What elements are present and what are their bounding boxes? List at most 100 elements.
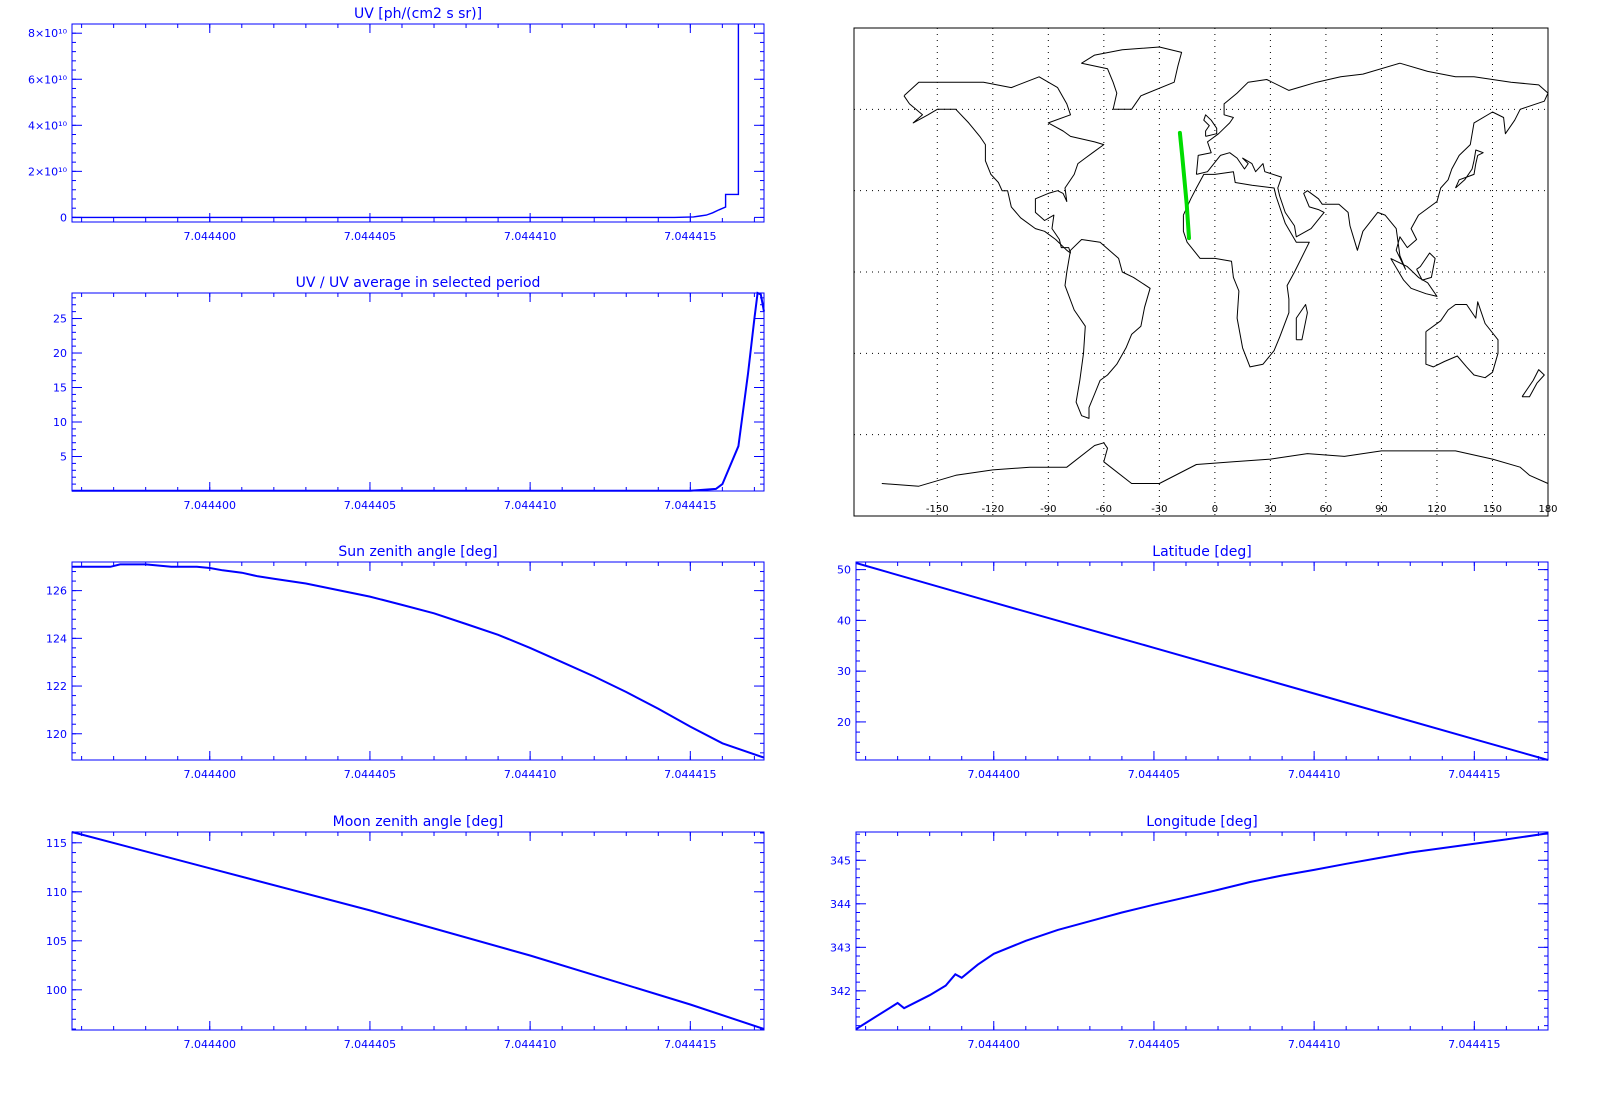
coastline-borneo [1416,252,1436,281]
ratio-series-line [72,291,765,492]
lat-y-tick-label: 30 [837,665,851,678]
lon-x-tick-label: 7.044415 [1448,1038,1501,1051]
map-lon-label: 30 [1264,504,1277,515]
map-lon-label: 0 [1212,504,1218,515]
coastline-africa [1182,171,1310,368]
map-lon-label: 180 [1538,504,1557,515]
satellite-track [1177,130,1191,241]
uv-y-tick-label: 2×10¹⁰ [28,165,68,178]
sza-y-tick-label: 122 [46,680,67,693]
sun-zenith-title: Sun zenith angle [deg] [338,544,497,560]
uv-y-tick-label: 4×10¹⁰ [28,119,68,132]
coastline-australia [1425,301,1499,379]
sza-y-tick-label: 126 [46,585,67,598]
ratio-y-tick-label: 15 [53,382,67,395]
latitude-title: Latitude [deg] [1152,544,1251,560]
moon-zenith-panel: Moon zenith angle [deg] 7.044400 7.044405… [46,814,765,1051]
lon-y-tick-label: 344 [830,898,851,911]
coastline-indonesia [1390,257,1438,297]
map-lon-label: -30 [1151,504,1167,515]
lat-y-tick-label: 40 [837,614,851,627]
coastline-south-america [1064,239,1151,419]
lat-series-line [855,562,1549,761]
coastline-greenland [1081,46,1183,110]
uv-x-tick-label: 7.044410 [504,230,557,243]
coastline-madagascar [1295,304,1308,341]
uv-title: UV [ph/(cm2 s sr)] [354,6,482,22]
sza-y-tick-label: 120 [46,728,67,741]
map-lon-label: -60 [1096,504,1112,515]
uv-ratio-title: UV / UV average in selected period [296,275,541,291]
ratio-y-tick-label: 25 [53,313,67,326]
coastline-north-america [903,76,1105,254]
map-lon-label: -150 [926,504,949,515]
sza-x-tick-label: 7.044415 [664,768,717,781]
world-map-panel: -150 -120 -90 -60 -30 0 30 60 90 120 150 180 [853,27,1558,517]
lon-y-tick-label: 342 [830,985,851,998]
uv-panel: UV [ph/(cm2 s sr)] 7.044400 7.044405 7.044… [28,6,765,243]
uv-y-tick-label: 0 [60,211,67,224]
latitude-panel: Latitude [deg] 7.044400 7.044405 7.044410 7… [837,544,1549,781]
sza-x-tick-label: 7.044405 [344,768,397,781]
uv-y-tick-label: 6×10¹⁰ [28,73,68,86]
map-lon-label: 90 [1375,504,1388,515]
ratio-x-tick-label: 7.044405 [344,499,397,512]
sza-x-tick-label: 7.044410 [504,768,557,781]
sza-x-tick-label: 7.044400 [184,768,237,781]
mza-x-tick-label: 7.044400 [184,1038,237,1051]
map-lon-label: 120 [1427,504,1446,515]
lon-plot-frame [855,831,1549,1031]
mza-x-tick-label: 7.044410 [504,1038,557,1051]
coastline-antarctica [881,442,1549,487]
coastline-new-zealand [1521,369,1545,398]
mza-y-tick-label: 105 [46,935,67,948]
mza-series-line [71,831,765,1030]
longitude-panel: Longitude [deg] 7.044400 7.044405 7.044410… [830,814,1549,1051]
lat-x-tick-label: 7.044405 [1128,768,1181,781]
ratio-y-tick-label: 20 [53,347,67,360]
mza-y-tick-label: 100 [46,984,67,997]
ratio-plot-frame [71,292,765,492]
lon-x-tick-label: 7.044410 [1288,1038,1341,1051]
map-lon-label: 150 [1483,504,1502,515]
uv-x-tick-label: 7.044415 [664,230,717,243]
lon-y-tick-label: 343 [830,941,851,954]
map-lon-label: -120 [981,504,1004,515]
uv-ratio-panel: UV / UV average in selected period 7.044… [53,275,765,512]
lat-x-tick-label: 7.044410 [1288,768,1341,781]
mza-x-tick-label: 7.044415 [664,1038,717,1051]
coastline-japan [1455,149,1484,189]
ratio-y-tick-label: 5 [60,451,67,464]
lat-x-tick-label: 7.044400 [968,768,1021,781]
longitude-title: Longitude [deg] [1146,814,1257,830]
lon-x-tick-label: 7.044400 [968,1038,1021,1051]
ratio-x-tick-label: 7.044400 [184,499,237,512]
uv-plot-frame [71,23,765,223]
uv-series-line [72,24,740,219]
ratio-x-tick-label: 7.044415 [664,499,717,512]
mza-plot-frame [71,831,765,1031]
lat-y-tick-label: 20 [837,716,851,729]
coastline-eurasia [1195,62,1549,270]
ratio-y-tick-label: 10 [53,416,67,429]
sza-y-tick-label: 124 [46,632,67,645]
uv-x-tick-label: 7.044405 [344,230,397,243]
sza-series-line [72,563,765,759]
map-lon-label: -90 [1040,504,1056,515]
mza-y-tick-label: 115 [46,837,67,850]
map-frame [853,27,1549,517]
mza-x-tick-label: 7.044405 [344,1038,397,1051]
mza-y-tick-label: 110 [46,886,67,899]
lon-x-tick-label: 7.044405 [1128,1038,1181,1051]
lon-series-line [855,832,1549,1030]
lat-y-tick-label: 50 [837,564,851,577]
moon-zenith-title: Moon zenith angle [deg] [333,814,504,830]
sun-zenith-panel: Sun zenith angle [deg] 7.044400 7.044405 7… [46,544,765,781]
lat-x-tick-label: 7.044415 [1448,768,1501,781]
coastline-uk [1203,114,1218,137]
sza-plot-frame [71,561,765,761]
lon-y-tick-label: 345 [830,854,851,867]
ratio-x-tick-label: 7.044410 [504,499,557,512]
uv-y-tick-label: 8×10¹⁰ [28,27,68,40]
